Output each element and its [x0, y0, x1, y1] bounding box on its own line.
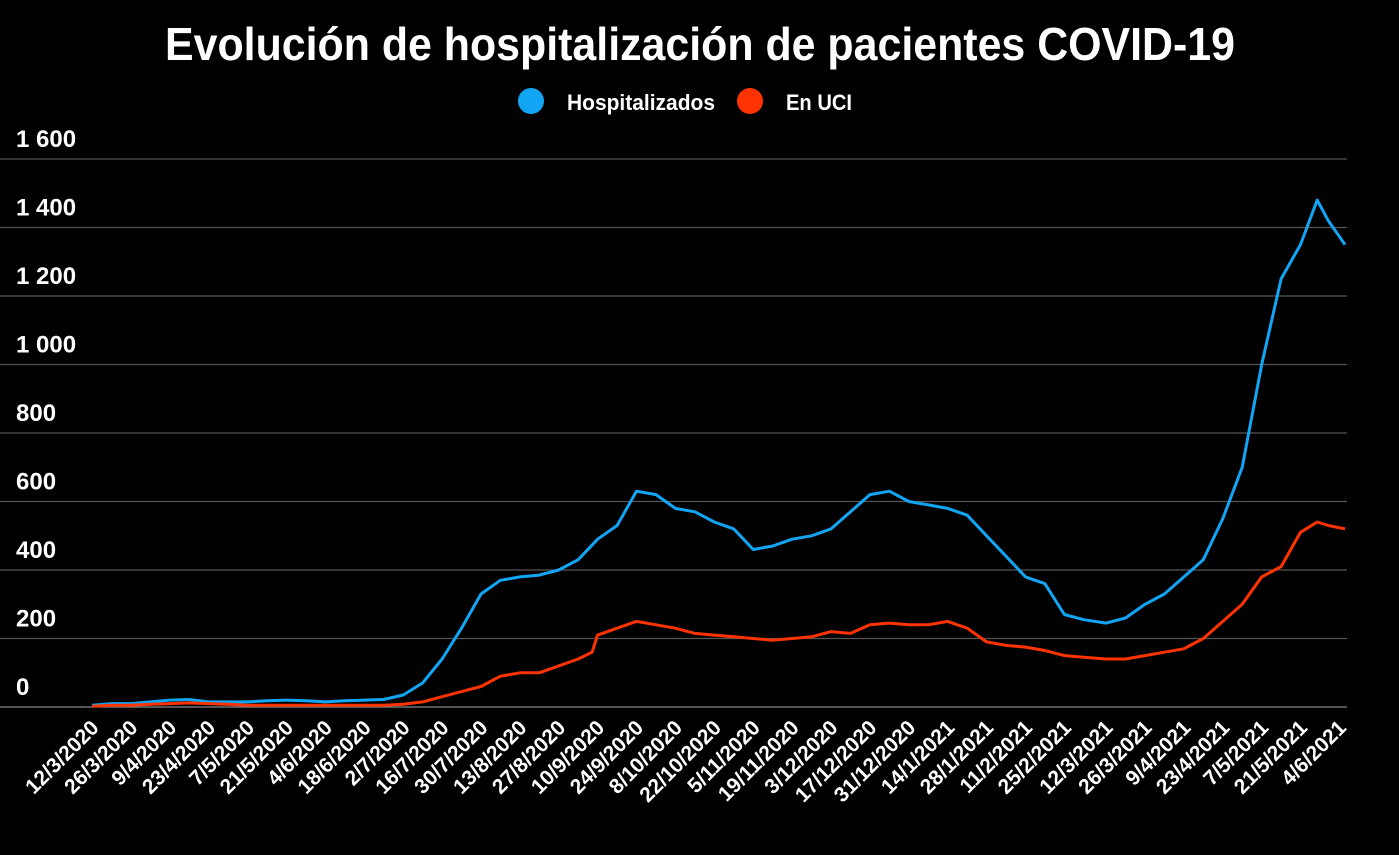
legend: Hospitalizados En UCI [518, 88, 852, 115]
legend-label-hospitalizados: Hospitalizados [567, 90, 715, 115]
legend-label-en-uci: En UCI [786, 90, 852, 115]
y-tick-label: 800 [16, 400, 56, 427]
y-tick-label: 600 [16, 469, 56, 496]
legend-marker-hospitalizados [518, 88, 544, 114]
y-tick-label: 1 200 [16, 263, 76, 290]
y-tick-label: 1 600 [16, 126, 76, 153]
series-line-hospitalizados [91, 198, 1347, 707]
legend-marker-en-uci [737, 88, 763, 114]
y-tick-label: 1 000 [16, 332, 76, 359]
y-tick-label: 400 [16, 537, 56, 564]
series-line-en-uci [91, 520, 1346, 708]
y-tick-label: 200 [16, 606, 56, 633]
y-tick-label: 0 [16, 674, 29, 701]
chart-title: Evolución de hospitalización de paciente… [165, 18, 1235, 70]
y-tick-label: 1 400 [16, 195, 76, 222]
